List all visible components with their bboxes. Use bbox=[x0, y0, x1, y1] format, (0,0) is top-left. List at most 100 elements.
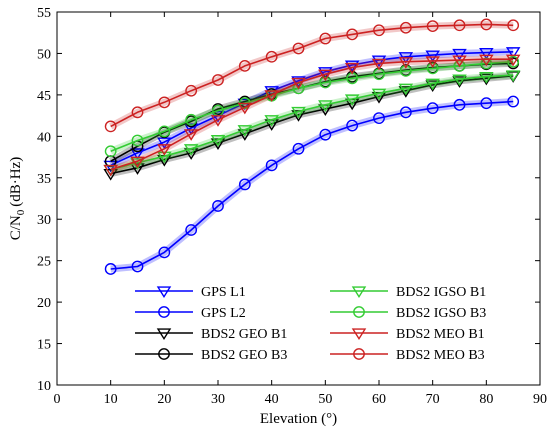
data-point bbox=[371, 58, 387, 71]
legend-item: BDS2 MEO B1 bbox=[330, 327, 485, 342]
plot-frame bbox=[56, 11, 541, 386]
series-layer bbox=[103, 18, 521, 275]
series-gps-l2 bbox=[104, 95, 520, 275]
data-point bbox=[238, 178, 251, 191]
data-point bbox=[264, 90, 279, 102]
data-point bbox=[319, 32, 332, 45]
data-point bbox=[103, 164, 118, 177]
series-bds2-igso-b1 bbox=[103, 70, 521, 177]
data-point bbox=[185, 224, 198, 236]
data-point bbox=[425, 50, 440, 63]
legend-label: BDS2 GEO B3 bbox=[201, 348, 287, 363]
legend-marker bbox=[156, 328, 172, 341]
data-point bbox=[292, 142, 305, 155]
data-point bbox=[237, 125, 253, 137]
series-line bbox=[110, 51, 514, 167]
data-point bbox=[507, 19, 520, 32]
data-point bbox=[398, 86, 414, 98]
legend-marker bbox=[158, 306, 170, 318]
data-point bbox=[346, 28, 359, 41]
data-point bbox=[157, 144, 172, 156]
x-tick-label: 20 bbox=[157, 392, 171, 407]
y-tick-label: 45 bbox=[37, 89, 51, 104]
data-point bbox=[505, 47, 521, 59]
series-line bbox=[110, 75, 514, 175]
data-point bbox=[104, 120, 117, 133]
y-tick-label: 40 bbox=[37, 130, 51, 145]
data-point bbox=[453, 19, 466, 32]
x-tick-label: 70 bbox=[426, 392, 440, 407]
data-point bbox=[373, 112, 385, 124]
data-point bbox=[318, 69, 333, 82]
legend-item: BDS2 GEO B3 bbox=[135, 348, 287, 363]
y-tick-label: 55 bbox=[37, 6, 51, 21]
x-tick-label: 40 bbox=[265, 392, 279, 407]
data-point bbox=[505, 70, 521, 83]
legend-item: BDS2 IGSO B3 bbox=[330, 306, 486, 321]
data-point bbox=[344, 62, 360, 75]
data-point bbox=[158, 125, 171, 138]
data-point bbox=[212, 200, 224, 212]
data-point bbox=[426, 20, 439, 32]
data-point bbox=[130, 148, 145, 160]
data-point bbox=[185, 113, 198, 126]
legend-label: GPS L1 bbox=[201, 285, 246, 300]
legend-marker bbox=[353, 348, 365, 360]
data-point bbox=[237, 102, 253, 115]
legend-item: BDS2 MEO B3 bbox=[330, 348, 485, 363]
data-point bbox=[425, 56, 440, 68]
data-point bbox=[157, 137, 172, 150]
x-axis: 0 10 20 30 40 50 60 70 80 90 bbox=[54, 12, 547, 407]
data-point bbox=[425, 78, 440, 91]
data-point bbox=[453, 98, 466, 111]
data-point bbox=[185, 84, 198, 97]
y-tick-label: 15 bbox=[37, 338, 51, 353]
data-point bbox=[452, 55, 467, 68]
data-point bbox=[507, 55, 520, 68]
series-bds2-meo-b1 bbox=[103, 54, 521, 177]
data-point bbox=[183, 123, 199, 136]
series-line bbox=[110, 100, 514, 270]
x-tick-label: 60 bbox=[372, 392, 386, 407]
data-point bbox=[346, 119, 359, 132]
legend-label: BDS2 IGSO B1 bbox=[396, 285, 486, 300]
data-point bbox=[399, 106, 412, 119]
data-point bbox=[479, 72, 494, 84]
series-line bbox=[110, 60, 514, 153]
y-axis-title: C/N0 (dB·Hz) bbox=[8, 157, 27, 241]
legend-label: BDS2 GEO B1 bbox=[201, 327, 287, 342]
x-axis-title: Elevation (°) bbox=[260, 411, 337, 427]
data-point bbox=[319, 128, 332, 141]
series-line bbox=[110, 23, 514, 128]
data-point bbox=[452, 76, 467, 88]
data-point bbox=[158, 246, 171, 259]
data-point bbox=[344, 60, 360, 73]
legend-item: BDS2 IGSO B1 bbox=[330, 285, 486, 300]
series-bds2-igso-b3 bbox=[104, 55, 520, 158]
data-point bbox=[210, 135, 226, 147]
data-point bbox=[480, 18, 493, 31]
legend-marker bbox=[353, 306, 365, 318]
y-axis-title-main: C/N bbox=[8, 215, 24, 240]
legend-marker bbox=[351, 328, 367, 341]
data-point bbox=[505, 54, 521, 67]
y-tick-label: 35 bbox=[37, 172, 51, 187]
data-point bbox=[104, 263, 117, 275]
x-tick-label: 90 bbox=[533, 392, 547, 407]
data-point bbox=[131, 106, 144, 119]
data-point bbox=[183, 129, 199, 141]
y-axis-title-subscript: 0 bbox=[15, 209, 27, 215]
x-tick-label: 50 bbox=[318, 392, 332, 407]
y-tick-label: 30 bbox=[37, 213, 51, 228]
data-point bbox=[373, 24, 385, 37]
data-point bbox=[103, 169, 118, 181]
legend-label: BDS2 MEO B1 bbox=[396, 327, 485, 342]
y-axis-title-unit: (dB·Hz) bbox=[8, 157, 24, 207]
series-bds2-meo-b3 bbox=[104, 18, 520, 133]
data-point bbox=[480, 97, 493, 110]
y-tick-label: 10 bbox=[37, 379, 51, 394]
x-tick-label: 10 bbox=[104, 392, 118, 407]
data-point bbox=[319, 76, 332, 89]
data-point bbox=[479, 73, 494, 86]
legend-label: BDS2 IGSO B3 bbox=[396, 306, 486, 321]
